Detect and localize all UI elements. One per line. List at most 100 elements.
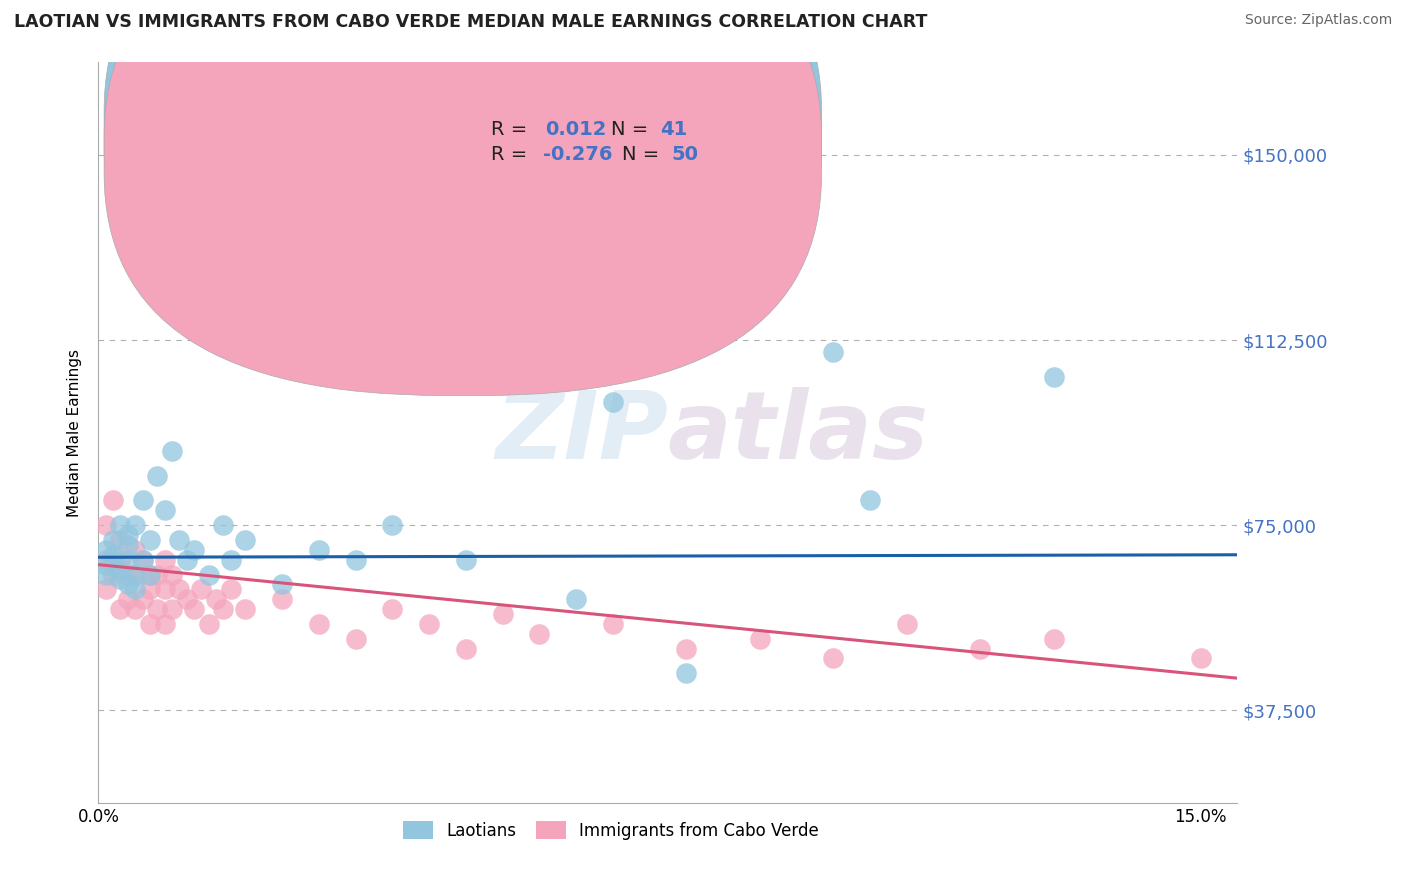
Point bbox=[110, 552, 132, 566]
Point bbox=[124, 542, 146, 557]
Point bbox=[146, 567, 169, 582]
Point bbox=[183, 542, 205, 557]
Point bbox=[823, 651, 845, 665]
Point bbox=[117, 567, 139, 582]
Point bbox=[235, 602, 257, 616]
Point bbox=[308, 542, 330, 557]
Point bbox=[454, 641, 477, 656]
Point bbox=[344, 552, 367, 566]
Point bbox=[110, 533, 132, 547]
Point bbox=[235, 533, 257, 547]
Text: R =: R = bbox=[491, 145, 534, 164]
Point bbox=[117, 538, 139, 552]
Point bbox=[94, 558, 117, 572]
Point bbox=[117, 552, 139, 566]
Text: 50: 50 bbox=[671, 145, 699, 164]
Point bbox=[1189, 651, 1212, 665]
Text: R =: R = bbox=[491, 120, 534, 138]
Point bbox=[117, 592, 139, 607]
Point bbox=[381, 518, 404, 533]
Point bbox=[167, 582, 190, 597]
Point bbox=[183, 602, 205, 616]
Point bbox=[602, 394, 624, 409]
Point bbox=[117, 528, 139, 542]
Point bbox=[212, 518, 235, 533]
Point bbox=[94, 552, 117, 566]
Point bbox=[491, 607, 513, 621]
Point bbox=[176, 592, 198, 607]
Legend: Laotians, Immigrants from Cabo Verde: Laotians, Immigrants from Cabo Verde bbox=[396, 814, 825, 847]
Point bbox=[748, 632, 770, 646]
Point bbox=[271, 592, 294, 607]
Text: 41: 41 bbox=[659, 120, 688, 138]
Point bbox=[219, 552, 242, 566]
Text: N =: N = bbox=[623, 145, 666, 164]
Point bbox=[117, 577, 139, 591]
Point bbox=[565, 592, 588, 607]
Point bbox=[131, 493, 153, 508]
Point bbox=[110, 602, 132, 616]
Point bbox=[454, 552, 477, 566]
Point bbox=[139, 616, 162, 631]
Point bbox=[1042, 632, 1064, 646]
Point bbox=[101, 567, 124, 582]
Point bbox=[110, 518, 132, 533]
Point bbox=[219, 582, 242, 597]
Point bbox=[212, 602, 235, 616]
Text: ZIP: ZIP bbox=[495, 386, 668, 479]
Point bbox=[160, 602, 183, 616]
Point bbox=[124, 582, 146, 597]
Point bbox=[190, 582, 212, 597]
Text: LAOTIAN VS IMMIGRANTS FROM CABO VERDE MEDIAN MALE EARNINGS CORRELATION CHART: LAOTIAN VS IMMIGRANTS FROM CABO VERDE ME… bbox=[14, 13, 928, 31]
Point bbox=[139, 567, 162, 582]
Text: -0.276: -0.276 bbox=[543, 145, 612, 164]
Point bbox=[110, 563, 132, 577]
Point bbox=[160, 567, 183, 582]
Text: Source: ZipAtlas.com: Source: ZipAtlas.com bbox=[1244, 13, 1392, 28]
Point bbox=[94, 567, 117, 582]
Point bbox=[859, 493, 882, 508]
Point bbox=[101, 548, 124, 562]
Point bbox=[101, 552, 124, 566]
Point bbox=[94, 542, 117, 557]
Point bbox=[131, 552, 153, 566]
Point bbox=[153, 503, 176, 517]
Point bbox=[176, 552, 198, 566]
Point bbox=[153, 616, 176, 631]
Point bbox=[896, 616, 918, 631]
Point bbox=[823, 345, 845, 359]
Point bbox=[418, 616, 440, 631]
Point bbox=[153, 582, 176, 597]
Text: 0.012: 0.012 bbox=[546, 120, 606, 138]
Point bbox=[131, 552, 153, 566]
Point bbox=[271, 577, 294, 591]
Point bbox=[197, 567, 219, 582]
Point bbox=[675, 641, 697, 656]
Point bbox=[131, 592, 153, 607]
Point bbox=[675, 666, 697, 681]
FancyBboxPatch shape bbox=[104, 0, 821, 369]
Point bbox=[197, 616, 219, 631]
Text: N =: N = bbox=[610, 120, 654, 138]
Point bbox=[1042, 370, 1064, 384]
Point bbox=[139, 533, 162, 547]
Point bbox=[124, 602, 146, 616]
Point bbox=[94, 518, 117, 533]
Point bbox=[167, 533, 190, 547]
Point bbox=[110, 573, 132, 587]
Point bbox=[205, 592, 228, 607]
Point bbox=[94, 582, 117, 597]
Y-axis label: Median Male Earnings: Median Male Earnings bbox=[67, 349, 83, 516]
Point bbox=[146, 468, 169, 483]
Point bbox=[160, 444, 183, 458]
Point bbox=[308, 616, 330, 631]
Point bbox=[153, 552, 176, 566]
Point bbox=[139, 567, 162, 582]
Point bbox=[969, 641, 991, 656]
FancyBboxPatch shape bbox=[104, 0, 821, 395]
Text: atlas: atlas bbox=[668, 386, 929, 479]
Point bbox=[344, 632, 367, 646]
FancyBboxPatch shape bbox=[423, 78, 815, 192]
Point bbox=[529, 626, 551, 640]
Point bbox=[124, 518, 146, 533]
